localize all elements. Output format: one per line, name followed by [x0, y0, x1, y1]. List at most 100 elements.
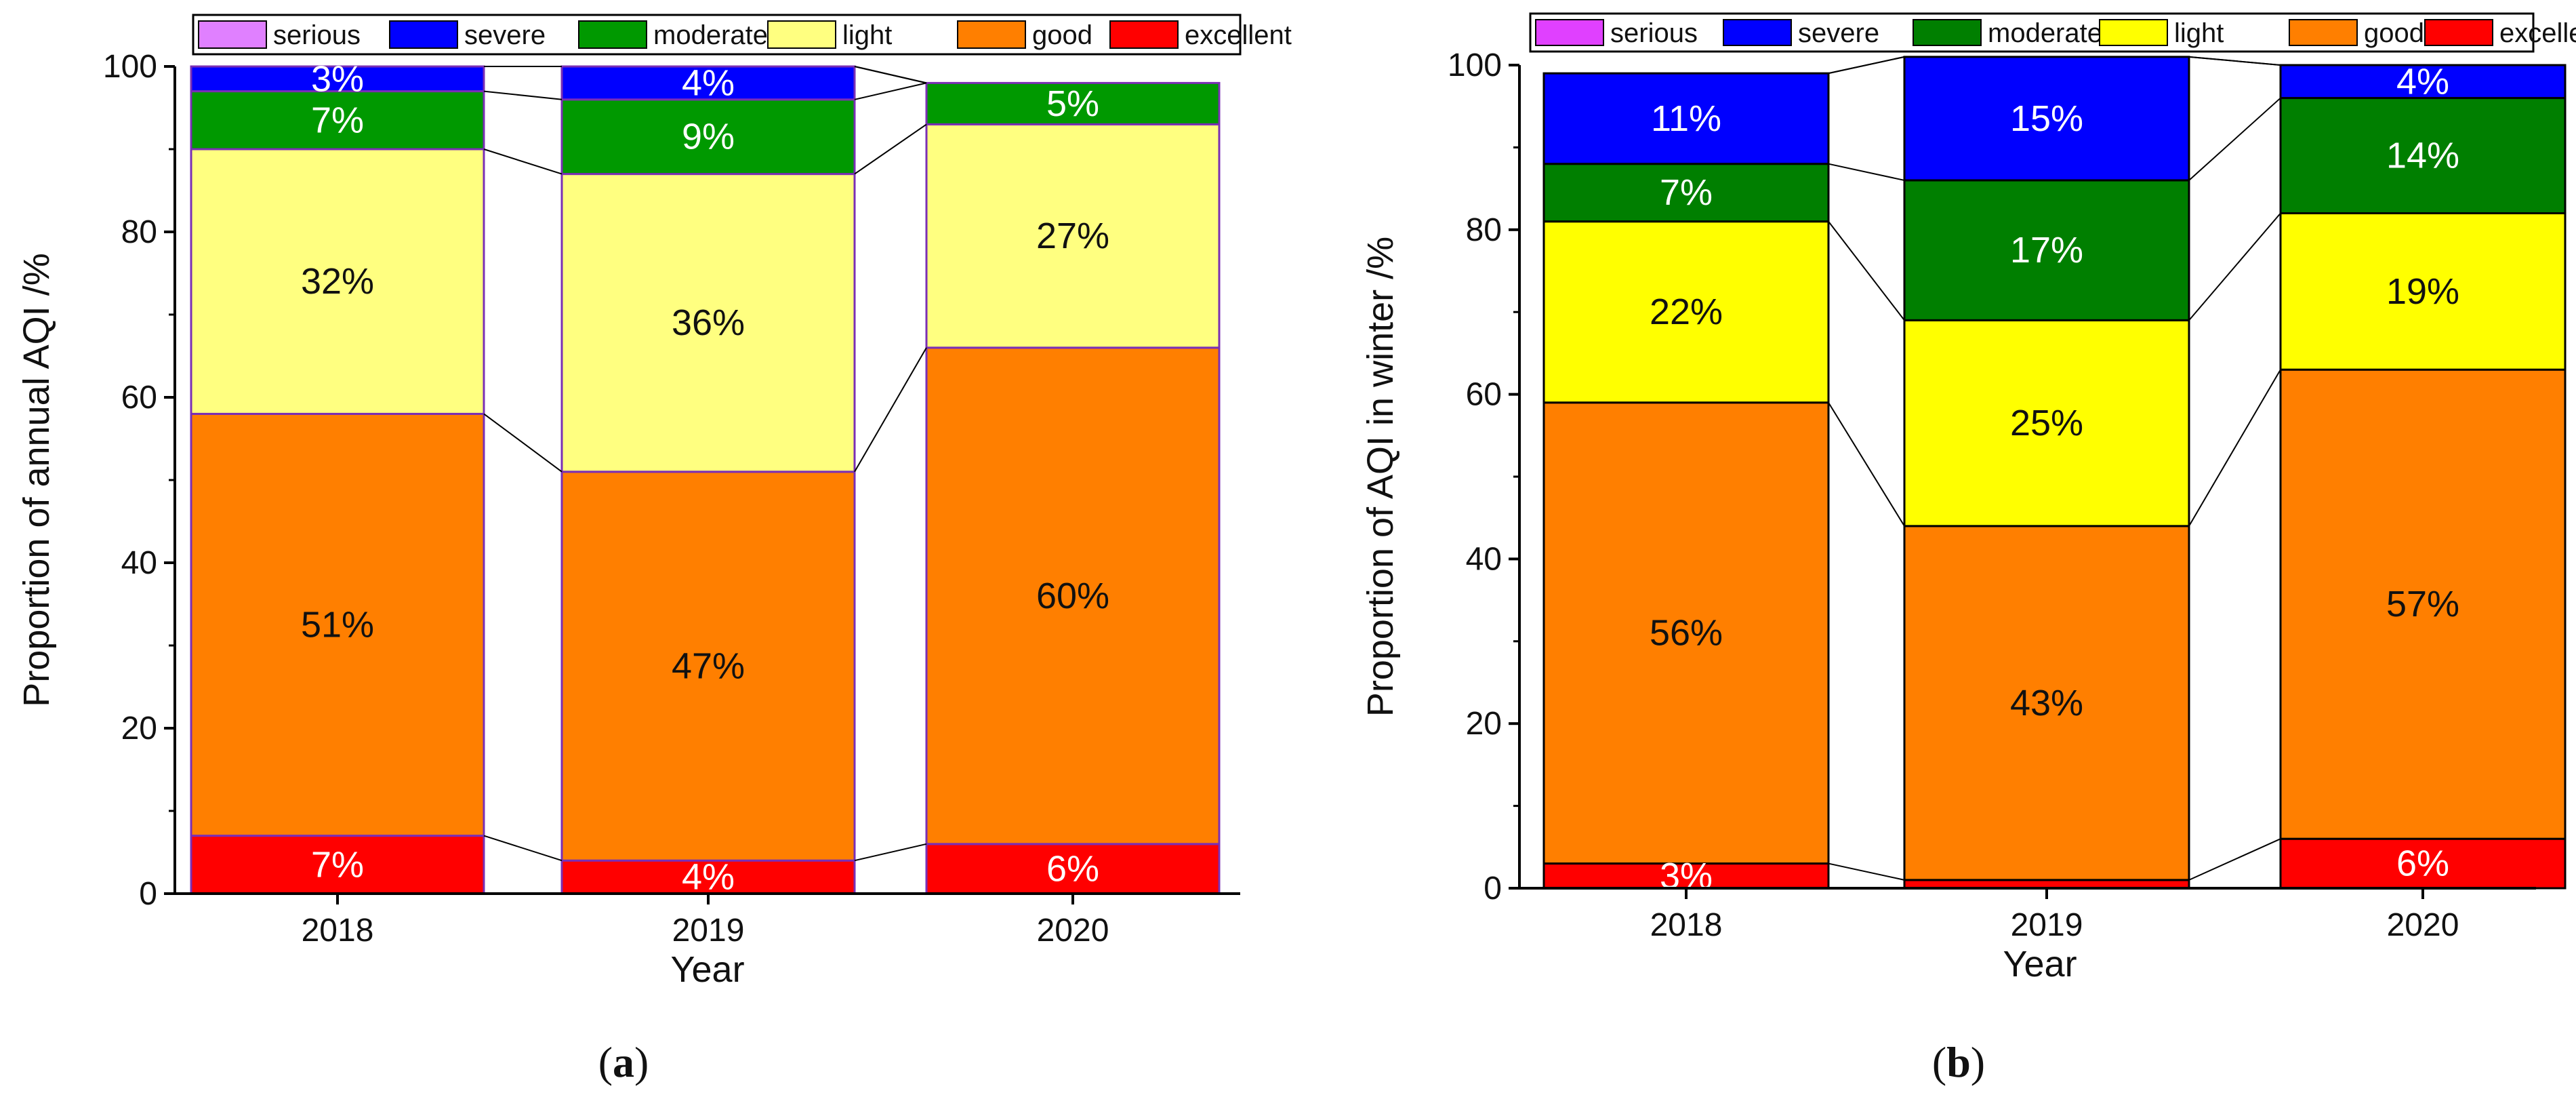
legend-swatch-light — [767, 20, 836, 49]
data-label-moderate-2020: 14% — [2386, 136, 2459, 176]
bar-segment-light-2020 — [925, 123, 1221, 349]
legend-swatch-good — [2289, 19, 2358, 46]
legend-swatch-serious — [1535, 19, 1604, 46]
connector-good-1 — [854, 347, 927, 473]
bar-segment-light-2020 — [2279, 212, 2567, 371]
y-tick-label: 40 — [1466, 541, 1502, 577]
connector-moderate-0 — [483, 90, 563, 100]
data-label-moderate-2019: 17% — [2010, 230, 2083, 271]
connector-serious-1 — [2188, 56, 2281, 66]
legend-label-excellent: excellent — [2499, 18, 2576, 48]
connector-moderate-1 — [2188, 97, 2281, 181]
bar-segment-severe-2019 — [1903, 56, 2190, 182]
y-tick-label: 20 — [1466, 706, 1502, 742]
y-tick-label: 80 — [121, 214, 157, 250]
legend-swatch-severe — [389, 20, 458, 49]
bar-segment-excellent-2018 — [190, 835, 485, 895]
legend-swatch-excellent — [1109, 20, 1179, 49]
connector-good-0 — [1828, 402, 1905, 527]
data-label-excellent-2018: 7% — [311, 844, 364, 885]
bar-segment-moderate-2019 — [560, 98, 856, 176]
legend-swatch-excellent — [2424, 19, 2493, 46]
data-labels: 3% 6%56%43%57%22%25%19%7%17%14%11% 15%4% — [1650, 61, 2459, 896]
data-label-good-2018: 56% — [1650, 613, 1723, 654]
bar-segment-moderate-2018 — [1542, 163, 1830, 223]
legend-swatch-good — [957, 20, 1026, 49]
legend-label-light: light — [842, 20, 892, 50]
connector-serious-0 — [1828, 56, 1905, 75]
x-tick-label: 2018 — [1650, 907, 1723, 943]
legend-label-moderate: moderate — [1988, 18, 2102, 48]
y-tick-label: 100 — [1448, 47, 1502, 83]
legend-swatch-severe — [1723, 19, 1792, 46]
data-label-good-2019: 47% — [672, 646, 745, 687]
legend-label-light: light — [2174, 18, 2224, 48]
connector-excellent-0 — [1828, 862, 1905, 881]
legend-swatch-moderate — [1913, 19, 1982, 46]
legend: serious severe moderate light good excellent — [192, 14, 1292, 56]
data-label-good-2018: 51% — [301, 605, 374, 645]
bar-segment-severe-2019 — [560, 65, 856, 101]
legend-label-good: good — [1032, 20, 1092, 50]
x-axis-title: Year — [2003, 944, 2077, 984]
bar-segment-light-2019 — [1903, 319, 2190, 527]
data-label-light-2020: 27% — [1036, 216, 1109, 256]
x-tick-label: 2019 — [2011, 907, 2083, 943]
data-label-moderate-2019: 9% — [682, 117, 735, 157]
connector-good-0 — [483, 413, 563, 473]
bar-segment-moderate-2018 — [190, 90, 485, 151]
legend: serious severe moderate light good excellent — [1529, 12, 2576, 53]
bar-segment-severe-2020 — [2279, 64, 2567, 100]
data-label-severe-2018: 11% — [1651, 98, 1721, 139]
bar-segment-light-2018 — [1542, 220, 1830, 404]
y-tick-label: 40 — [121, 545, 157, 581]
connector-light-0 — [483, 148, 563, 175]
legend-label-excellent: excellent — [1185, 20, 1292, 50]
y-tick-label: 20 — [121, 711, 157, 746]
bar-segment-severe-2018 — [190, 65, 485, 93]
data-label-moderate-2018: 7% — [311, 100, 364, 140]
bar-segment-light-2018 — [190, 148, 485, 415]
connector-excellent-1 — [2188, 838, 2281, 881]
data-label-light-2018: 32% — [301, 261, 374, 302]
data-label-light-2019: 25% — [2010, 403, 2083, 443]
x-tick-label: 2019 — [672, 913, 745, 949]
legend-label-serious: serious — [273, 20, 361, 50]
bar-segment-good-2019 — [1903, 525, 2190, 881]
bar-segment-moderate-2019 — [1903, 179, 2190, 321]
bar-segment-moderate-2020 — [925, 81, 1221, 125]
data-label-severe-2019: 15% — [2010, 98, 2083, 139]
legend-label-moderate: moderate — [653, 20, 768, 50]
data-label-moderate-2020: 5% — [1046, 83, 1099, 124]
connector-light-0 — [1828, 221, 1905, 321]
data-labels: 7% 4% 6% 51% 47% 60% 32% 36% 27% 7% 9% 5% 3% 4% — [301, 58, 1109, 897]
y-tick-label: 0 — [1484, 871, 1502, 907]
connector-moderate-1 — [854, 82, 927, 100]
legend-label-severe: severe — [464, 20, 546, 50]
bar-segment-severe-2018 — [1542, 72, 1830, 165]
legend-label-severe: severe — [1798, 18, 1879, 48]
data-label-severe-2018: 3% — [311, 58, 364, 99]
bar-segment-good-2020 — [925, 346, 1221, 845]
connector-light-1 — [2188, 212, 2281, 321]
y-tick-label: 100 — [103, 49, 157, 85]
connector-light-1 — [854, 123, 927, 175]
panel-caption: (a) — [598, 1038, 649, 1086]
data-label-good-2020: 57% — [2386, 584, 2459, 624]
axes: 0 20 40 60 80 100 2018 2019 2020 — [1448, 47, 2536, 943]
data-label-excellent-2020: 6% — [1046, 848, 1099, 889]
x-tick-label: 2020 — [1037, 913, 1109, 949]
y-axis-title: Proportion of annual AQI /% — [16, 253, 57, 706]
data-label-light-2019: 36% — [672, 302, 745, 343]
legend-label-good: good — [2364, 18, 2424, 48]
data-label-excellent-2019: 4% — [682, 857, 735, 898]
connector-good-1 — [2188, 369, 2281, 527]
x-axis-title: Year — [670, 949, 744, 990]
connector-serious-1 — [854, 66, 927, 84]
chart-panel-b: 3% 6%56%43%57%22%25%19%7%17%14%11% 15%4%02… — [1360, 12, 2576, 1086]
bars — [190, 65, 1221, 895]
x-tick-label: 2018 — [302, 913, 374, 949]
data-label-light-2018: 22% — [1650, 292, 1723, 332]
legend-box — [192, 14, 1242, 56]
